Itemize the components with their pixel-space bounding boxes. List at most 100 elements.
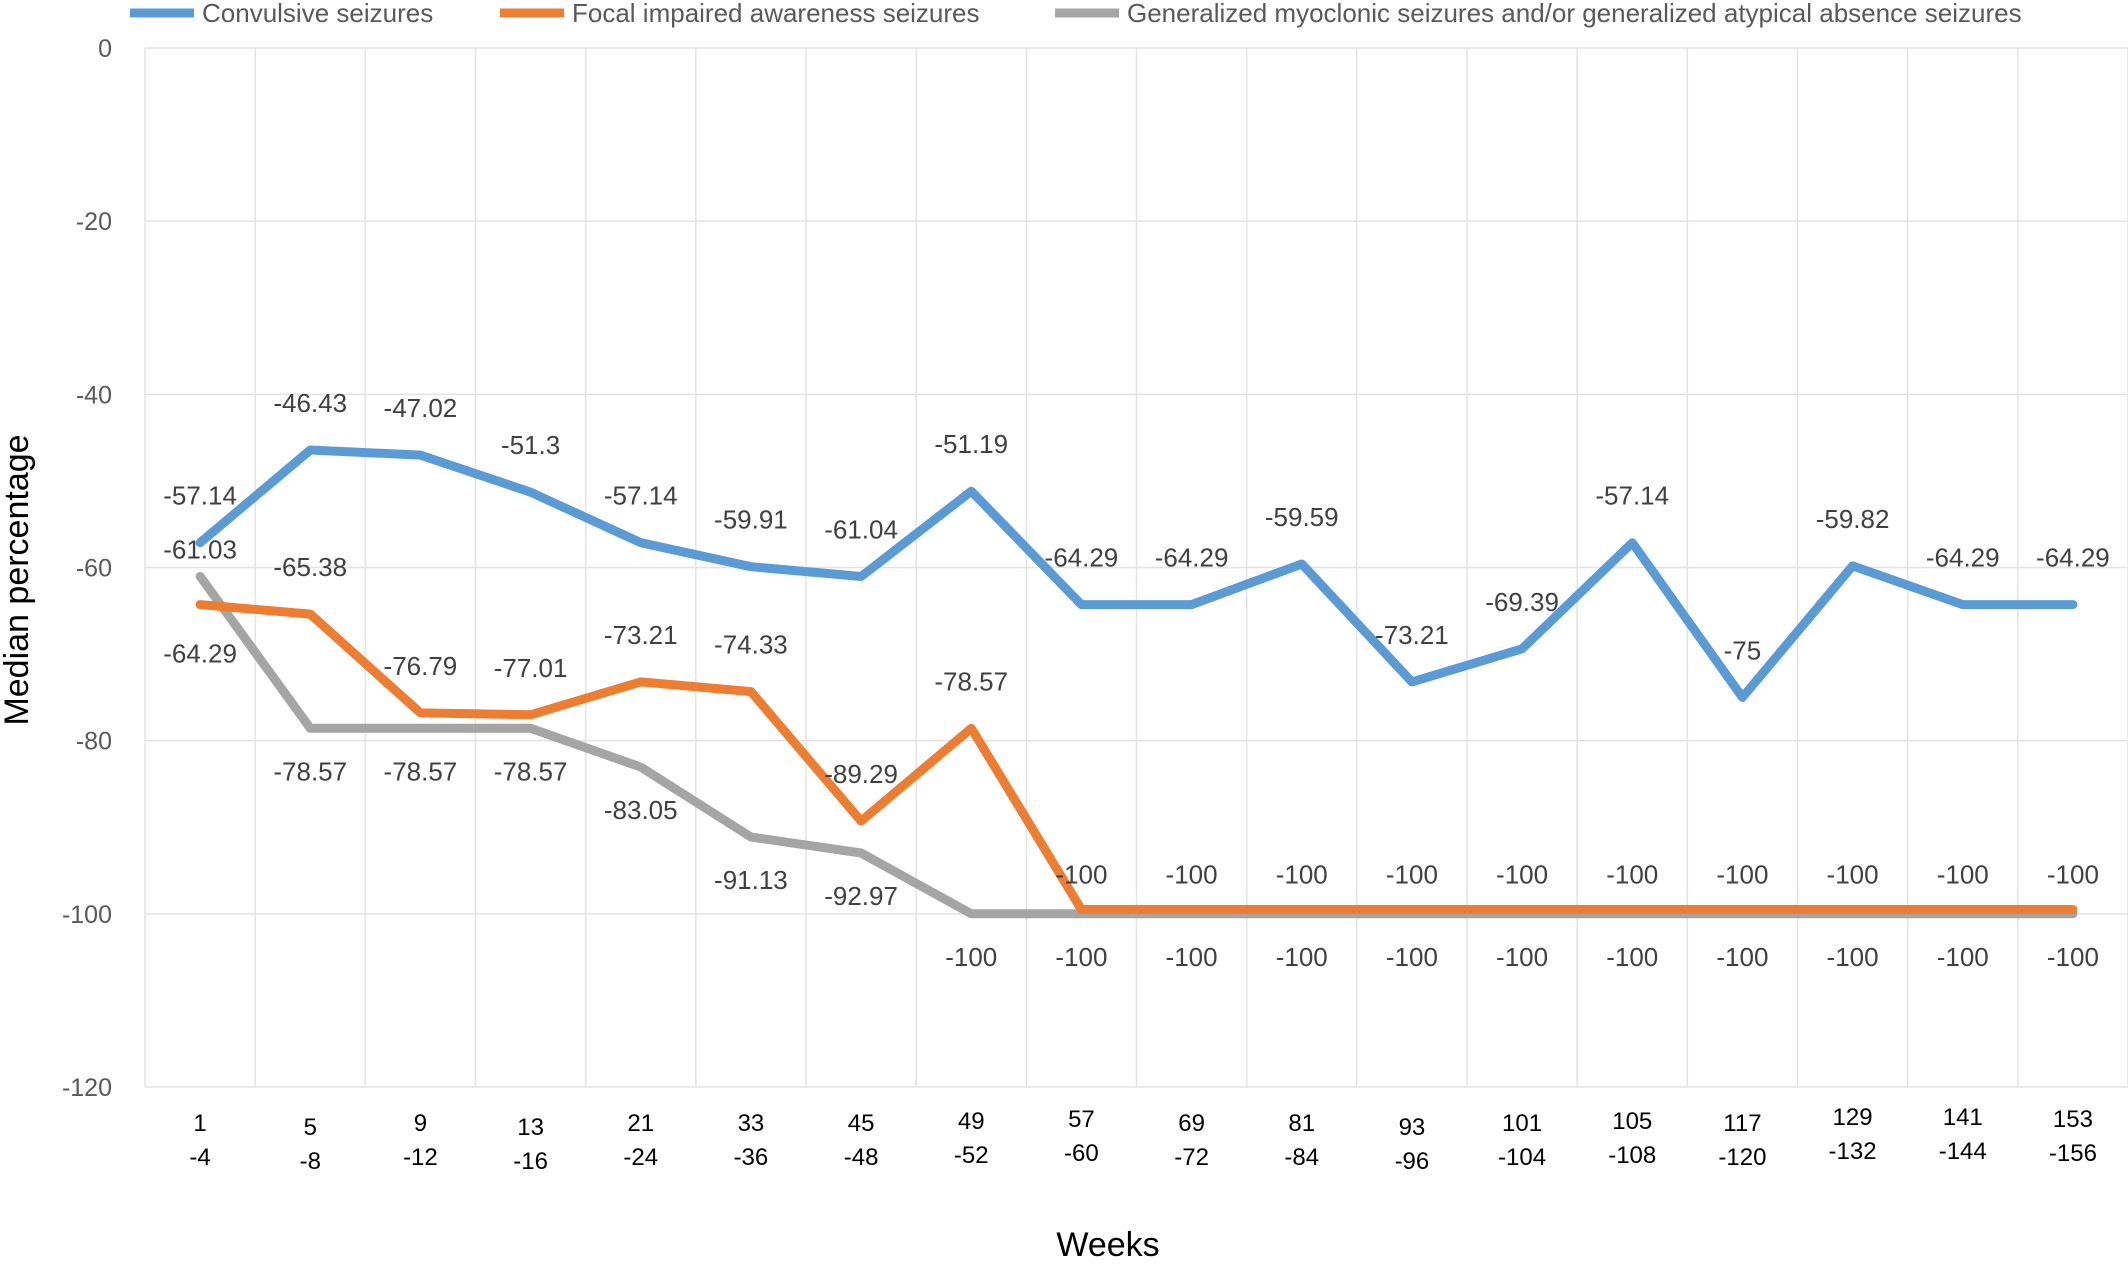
data-label: -57.14 — [1595, 481, 1669, 511]
x-tick-label: 69 — [1178, 1110, 1205, 1137]
data-label: -64.29 — [1926, 543, 2000, 573]
data-label: -100 — [1055, 860, 1107, 890]
x-tick-label: -52 — [954, 1142, 989, 1169]
x-tick-label: -156 — [2049, 1140, 2097, 1167]
y-tick-label: -120 — [62, 1074, 112, 1102]
x-tick-label: -108 — [1608, 1142, 1656, 1169]
x-tick-label: 9 — [414, 1110, 427, 1137]
series-lines — [195, 445, 2078, 919]
x-tick-label: -120 — [1718, 1144, 1766, 1171]
x-tick-label: 45 — [848, 1110, 875, 1137]
data-label: -100 — [1386, 860, 1438, 890]
data-label: -47.02 — [384, 393, 458, 423]
data-labels: -57.14 -46.43 -47.02 -51.3 -57.14 -59.91 -61.0… — [163, 388, 2110, 972]
data-label: -51.19 — [934, 429, 1008, 459]
data-label: -57.14 — [604, 481, 678, 511]
x-tick-label: 13 — [517, 1114, 544, 1141]
data-label: -73.21 — [604, 620, 678, 650]
data-label: -73.21 — [1375, 620, 1449, 650]
x-tick-label: 141 — [1943, 1104, 1983, 1131]
data-label: -64.29 — [163, 639, 237, 669]
data-label: -100 — [1166, 860, 1218, 890]
data-label: -51.3 — [501, 430, 560, 460]
data-label: -76.79 — [384, 651, 458, 681]
legend-label: Convulsive seizures — [202, 0, 433, 28]
x-tick-label: 129 — [1833, 1104, 1873, 1131]
x-tick-label: -24 — [623, 1144, 658, 1171]
data-label: -100 — [1606, 942, 1658, 972]
gridlines — [144, 47, 2128, 1088]
data-label: -69.39 — [1485, 587, 1559, 617]
legend: Convulsive seizures Focal impaired awaren… — [130, 0, 2022, 28]
x-tick-label: 1 — [193, 1110, 206, 1137]
data-label: -100 — [1937, 942, 1989, 972]
y-tick-label: -60 — [76, 555, 112, 583]
x-tick-label: -36 — [734, 1144, 769, 1171]
data-label: -59.59 — [1265, 502, 1339, 532]
y-tick-label: -40 — [76, 381, 112, 409]
x-tick-label: 81 — [1288, 1110, 1315, 1137]
y-tick-label: -100 — [62, 901, 112, 929]
data-label: -100 — [1716, 860, 1768, 890]
data-label: -100 — [1827, 860, 1879, 890]
legend-label: Generalized myoclonic seizures and/or ge… — [1127, 0, 2022, 28]
data-label: -100 — [1716, 942, 1768, 972]
data-label: -89.29 — [824, 759, 898, 789]
data-label: -78.57 — [273, 756, 347, 786]
data-label: -78.57 — [384, 756, 458, 786]
data-label: -59.82 — [1816, 504, 1890, 534]
x-tick-label: -96 — [1395, 1148, 1430, 1175]
y-axis-ticks: 0 -20 -40 -60 -80 -100 -120 — [62, 35, 112, 1102]
y-tick-label: 0 — [98, 35, 112, 63]
x-tick-label: 49 — [958, 1108, 985, 1135]
data-label: -91.13 — [714, 865, 788, 895]
data-label: -100 — [1937, 860, 1989, 890]
x-tick-label: 153 — [2053, 1106, 2093, 1133]
data-label: -64.29 — [1045, 543, 1119, 573]
data-label: -100 — [1496, 942, 1548, 972]
series-line — [195, 600, 2078, 914]
x-tick-label: -72 — [1174, 1144, 1209, 1171]
x-tick-label: 105 — [1612, 1108, 1652, 1135]
data-label: -65.38 — [273, 552, 347, 582]
data-label: -75 — [1724, 635, 1762, 665]
data-label: -100 — [945, 942, 997, 972]
x-tick-label: -48 — [844, 1144, 879, 1171]
x-tick-label: 101 — [1502, 1110, 1542, 1137]
x-tick-label: -12 — [403, 1144, 438, 1171]
series-line — [195, 445, 2078, 702]
x-tick-label: 33 — [738, 1110, 765, 1137]
data-label: -61.04 — [824, 515, 898, 545]
legend-label: Focal impaired awareness seizures — [572, 0, 980, 28]
data-label: -61.03 — [163, 534, 237, 564]
data-label: -59.91 — [714, 505, 788, 535]
x-axis-title: Weeks — [1056, 1226, 1159, 1264]
x-tick-label: -4 — [189, 1144, 210, 1171]
y-axis-title: Median percentage — [0, 434, 36, 725]
x-tick-label: 117 — [1723, 1110, 1761, 1137]
x-tick-label: 21 — [627, 1110, 654, 1137]
data-label: -78.57 — [494, 756, 568, 786]
data-label: -77.01 — [494, 653, 568, 683]
data-label: -64.29 — [2036, 543, 2110, 573]
x-axis-ticks: 1 -4 5 -8 9 -12 13 -16 21 -24 33 -36 45 -48 49 -52 57 -60… — [189, 1104, 2097, 1175]
data-label: -57.14 — [163, 481, 237, 511]
data-label: -100 — [1827, 942, 1879, 972]
data-label: -100 — [1386, 942, 1438, 972]
data-label: -74.33 — [714, 630, 788, 660]
data-label: -100 — [1276, 942, 1328, 972]
y-tick-label: -20 — [76, 208, 112, 236]
data-label: -100 — [1166, 942, 1218, 972]
data-label: -100 — [2047, 942, 2099, 972]
x-tick-label: -144 — [1939, 1138, 1987, 1165]
x-tick-label: -16 — [513, 1148, 548, 1175]
x-tick-label: 5 — [304, 1114, 317, 1141]
x-tick-label: -104 — [1498, 1144, 1546, 1171]
data-label: -100 — [1496, 860, 1548, 890]
data-label: -92.97 — [824, 881, 898, 911]
data-label: -100 — [2047, 860, 2099, 890]
x-tick-label: -60 — [1064, 1140, 1099, 1167]
data-label: -100 — [1055, 942, 1107, 972]
x-tick-label: -132 — [1829, 1138, 1877, 1165]
